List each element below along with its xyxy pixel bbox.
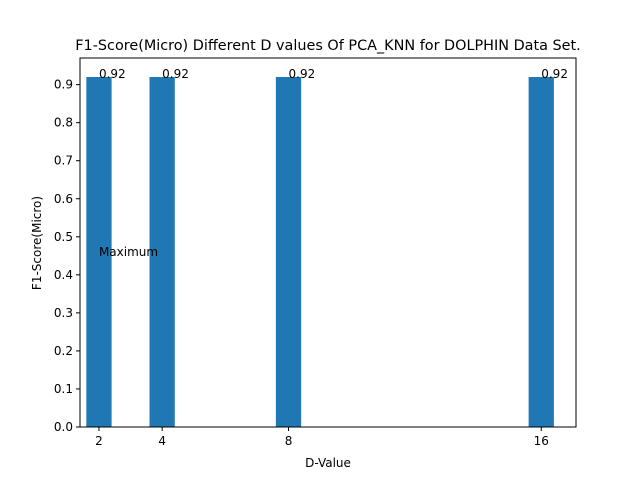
x-tick-label: 4 (158, 434, 166, 448)
data-label-4: 0.92 (162, 67, 189, 81)
y-tick-label: 0.9 (54, 78, 73, 92)
bar-2 (86, 77, 112, 427)
x-tick-label: 2 (95, 434, 103, 448)
data-label-8: 0.92 (289, 67, 316, 81)
y-tick-label: 0.6 (54, 192, 73, 206)
annotations-group: Maximum (99, 245, 158, 259)
bar-16 (528, 77, 554, 427)
data-labels-group: 0.92 0.92 0.92 0.92 (99, 67, 568, 81)
bar-4 (149, 77, 175, 427)
y-tick-label: 0.1 (54, 382, 73, 396)
y-tick-label: 0.0 (54, 420, 73, 434)
chart-title: F1-Score(Micro) Different D values Of PC… (75, 38, 580, 54)
y-axis-label: F1-Score(Micro) (30, 196, 44, 290)
y-tick-label: 0.7 (54, 154, 73, 168)
y-tick-label: 0.5 (54, 230, 73, 244)
x-tick-label: 8 (285, 434, 293, 448)
annotation-0: Maximum (99, 245, 158, 259)
x-tick-label: 16 (534, 434, 549, 448)
y-tick-label: 0.2 (54, 344, 73, 358)
y-axis: 0.0 0.1 0.2 0.3 0.4 0.5 0.6 0.7 0.8 0.9 (54, 78, 80, 434)
y-tick-label: 0.4 (54, 268, 73, 282)
y-tick-label: 0.8 (54, 116, 73, 130)
bar-8 (275, 77, 302, 427)
x-axis: 2 4 8 16 (95, 427, 549, 448)
data-label-2: 0.92 (99, 67, 126, 81)
y-tick-label: 0.3 (54, 306, 73, 320)
bars-group (86, 77, 554, 427)
x-axis-label: D-Value (305, 456, 351, 470)
data-label-16: 0.92 (541, 67, 568, 81)
plot-frame (79, 57, 577, 428)
